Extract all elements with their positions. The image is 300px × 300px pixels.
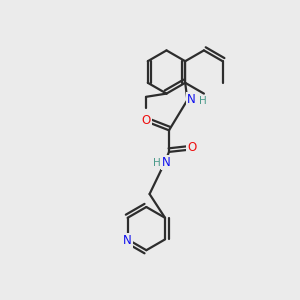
Text: N: N bbox=[123, 234, 132, 247]
Text: O: O bbox=[187, 141, 196, 154]
Text: N: N bbox=[162, 156, 171, 169]
Text: H: H bbox=[199, 96, 206, 106]
Text: O: O bbox=[142, 114, 151, 127]
Text: H: H bbox=[153, 158, 161, 168]
Text: N: N bbox=[187, 92, 196, 106]
